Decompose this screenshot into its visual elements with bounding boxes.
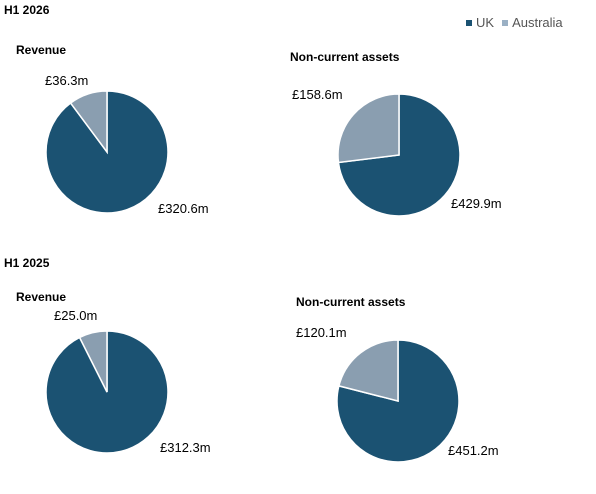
- pie-chart-assets-2026: [337, 93, 461, 217]
- value-label-uk-revenue-2026: £320.6m: [158, 201, 209, 216]
- chart-title-revenue-2025: Revenue: [16, 290, 67, 304]
- pie-slice-australia: [69, 90, 108, 155]
- value-label-uk-assets-2025: £451.2m: [448, 443, 499, 458]
- pie-slice-australia: [337, 339, 399, 402]
- legend-swatch-australia: [502, 19, 509, 26]
- value-label-uk-revenue-2025: £312.3m: [160, 440, 211, 455]
- legend-label-australia: Australia: [512, 15, 563, 30]
- legend-swatch-uk: [466, 19, 472, 26]
- legend-label-uk: UK: [476, 15, 495, 30]
- section-title-h1-2026: H1 2026: [4, 3, 50, 17]
- legend: UK Australia: [466, 15, 571, 30]
- section-title-h1-2025: H1 2025: [4, 256, 50, 270]
- pie-chart-revenue-2026: [45, 90, 169, 214]
- pie-slice-australia: [337, 93, 400, 164]
- legend-item-uk: UK: [466, 15, 494, 30]
- chart-title-assets-2026: Non-current assets: [290, 50, 400, 64]
- pie-slice-australia: [78, 330, 108, 393]
- chart-title-assets-2025: Non-current assets: [296, 295, 406, 309]
- value-label-australia-revenue-2025: £25.0m: [54, 308, 98, 323]
- legend-item-australia: Australia: [502, 15, 563, 30]
- value-label-australia-assets-2025: £120.1m: [296, 325, 347, 340]
- value-label-australia-revenue-2026: £36.3m: [45, 73, 89, 88]
- pie-chart-assets-2025: [336, 339, 460, 463]
- chart-title-revenue-2026: Revenue: [16, 43, 67, 57]
- value-label-uk-assets-2026: £429.9m: [451, 196, 502, 211]
- value-label-australia-assets-2026: £158.6m: [292, 87, 343, 102]
- pie-chart-revenue-2025: [45, 330, 169, 454]
